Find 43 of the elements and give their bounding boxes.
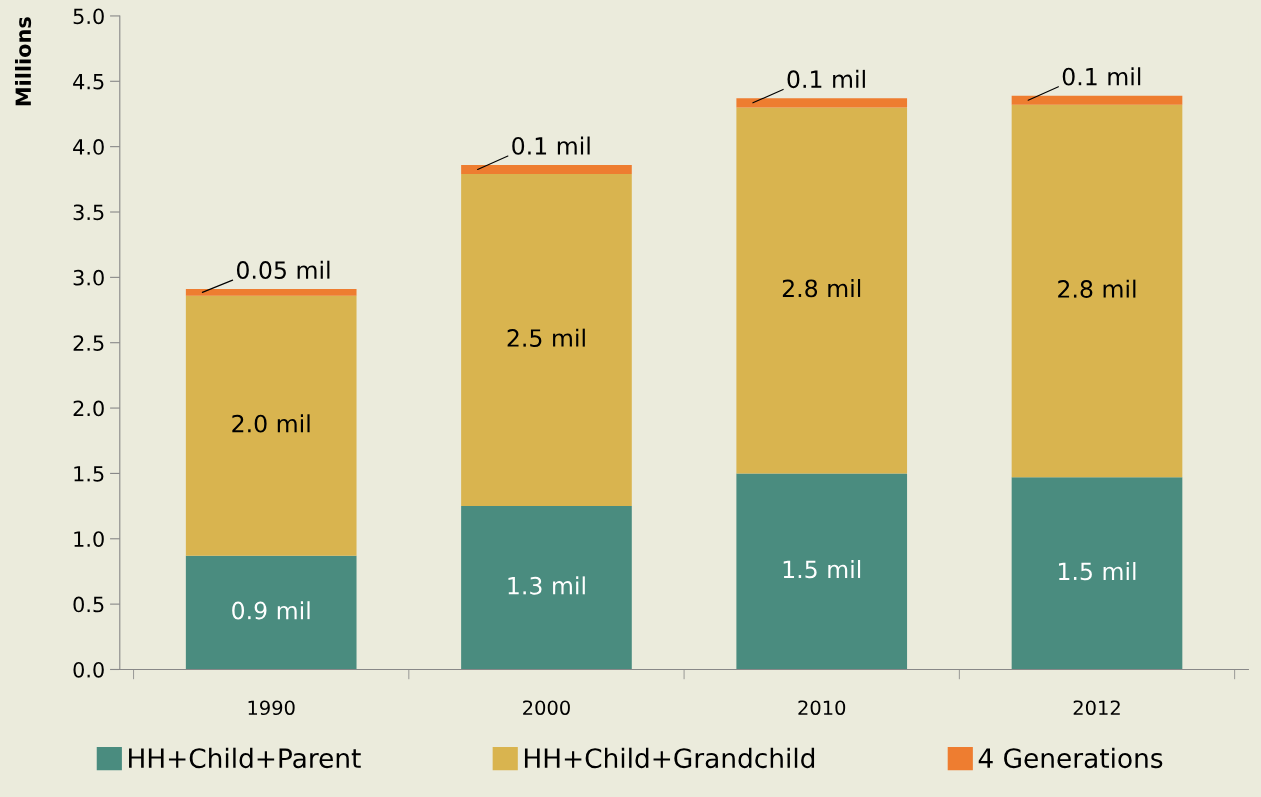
text: 4.5 [73, 74, 104, 90]
data-label: 0.1 mil [512, 136, 590, 155]
x-tick-label: 1990 [248, 700, 295, 716]
data-label: 2.8 mil [1058, 279, 1136, 298]
data-label: 1.5 mil [783, 560, 861, 579]
data-label: 2.0 mil [232, 414, 310, 433]
bar [185, 289, 357, 296]
text: 5.0 [73, 8, 104, 25]
data-label: 0.05 mil [236, 260, 330, 279]
text: 2.5 [73, 335, 104, 351]
legend-label: HH+Child+Grandchild [524, 747, 815, 769]
bar [461, 174, 632, 507]
bar [1011, 104, 1183, 478]
text: 0.5 [73, 596, 104, 613]
text: 2.0 [73, 400, 104, 417]
bar [185, 295, 357, 556]
x-tick-label: 2000 [523, 700, 570, 716]
text: 3.5 [73, 204, 104, 221]
bar [736, 98, 908, 108]
bar [736, 107, 908, 474]
data-label: 1.5 mil [1059, 561, 1136, 581]
x-tick-label: 2012 [1073, 700, 1120, 716]
text: 1.5 [74, 466, 104, 482]
bar [461, 164, 632, 175]
data-label: 0.1 mil [787, 69, 865, 89]
data-label: 0.1 mil [1062, 67, 1141, 86]
text: 4.0 [73, 139, 104, 155]
text: 3.0 [73, 269, 104, 286]
bar [461, 506, 632, 670]
legend-label: 4 Generations [978, 747, 1163, 769]
bar [736, 473, 908, 670]
bar [1011, 95, 1183, 105]
data-label: 0.9 mil [232, 601, 310, 620]
bar [1011, 477, 1183, 670]
bar [185, 555, 357, 670]
data-label: 2.8 mil [782, 279, 861, 298]
data-label: 2.5 mil [507, 328, 585, 347]
text: 1.0 [74, 531, 104, 547]
legend-label: HH+Child+Parent [129, 747, 361, 769]
x-tick-label: 2010 [798, 700, 846, 716]
y-axis-title: Millions [14, 17, 32, 106]
text: 0.0 [73, 661, 104, 678]
data-label: 1.3 mil [508, 576, 585, 595]
